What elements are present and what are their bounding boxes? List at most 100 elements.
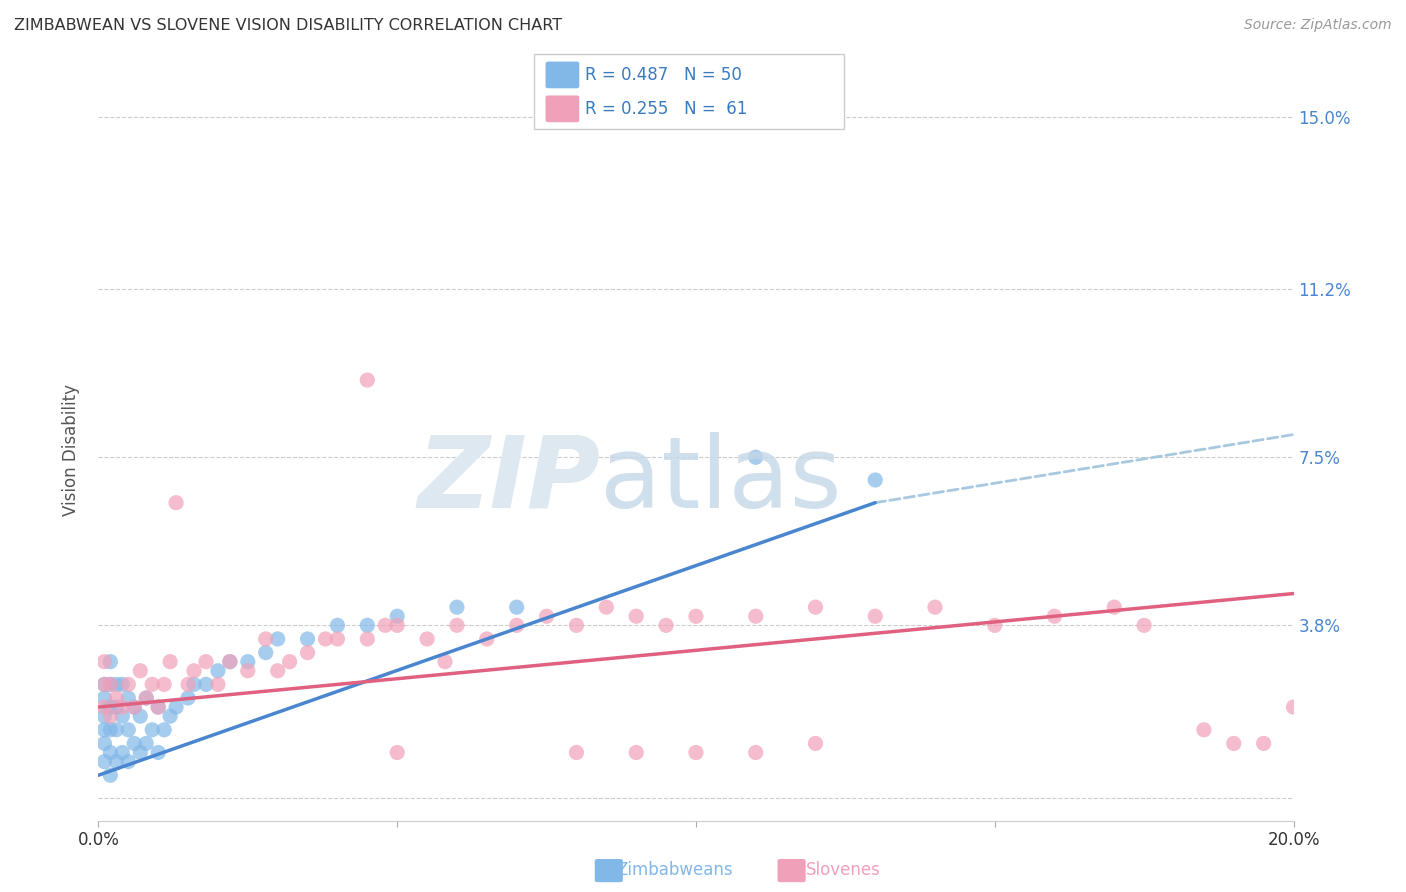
Point bbox=[446, 600, 468, 615]
Point bbox=[506, 600, 529, 615]
Text: Source: ZipAtlas.com: Source: ZipAtlas.com bbox=[1244, 18, 1392, 32]
Point bbox=[195, 677, 218, 691]
Point bbox=[93, 700, 115, 714]
Point bbox=[111, 700, 134, 714]
Point bbox=[111, 709, 134, 723]
Point bbox=[356, 618, 378, 632]
Point bbox=[865, 609, 887, 624]
Text: Slovenes: Slovenes bbox=[806, 861, 882, 879]
Point bbox=[326, 618, 349, 632]
Point bbox=[236, 655, 259, 669]
Point bbox=[98, 677, 122, 691]
Point bbox=[254, 646, 277, 660]
Point bbox=[148, 746, 170, 760]
Point bbox=[565, 618, 588, 632]
Point bbox=[865, 473, 887, 487]
Point bbox=[93, 677, 115, 691]
Point bbox=[98, 723, 122, 737]
Point bbox=[93, 677, 115, 691]
Point bbox=[129, 746, 152, 760]
Point bbox=[1253, 736, 1275, 750]
Point bbox=[135, 691, 157, 706]
Text: R = 0.255   N =  61: R = 0.255 N = 61 bbox=[585, 100, 747, 118]
Point bbox=[267, 664, 290, 678]
Point bbox=[177, 691, 200, 706]
Point bbox=[745, 450, 768, 465]
Point bbox=[129, 709, 152, 723]
Point bbox=[93, 691, 115, 706]
Point bbox=[93, 709, 115, 723]
Point bbox=[804, 736, 827, 750]
Point bbox=[124, 736, 146, 750]
Point bbox=[297, 646, 319, 660]
Point bbox=[804, 600, 827, 615]
Text: ZIP: ZIP bbox=[418, 432, 600, 529]
Point bbox=[153, 723, 176, 737]
Point bbox=[98, 700, 122, 714]
Point bbox=[1223, 736, 1246, 750]
Point bbox=[124, 700, 146, 714]
Point bbox=[105, 700, 128, 714]
Point bbox=[135, 691, 157, 706]
Point bbox=[565, 746, 588, 760]
Point bbox=[1282, 700, 1305, 714]
Point bbox=[685, 746, 707, 760]
Point bbox=[315, 632, 337, 646]
Point bbox=[219, 655, 242, 669]
Point bbox=[475, 632, 498, 646]
Point bbox=[685, 609, 707, 624]
Point bbox=[124, 700, 146, 714]
Point bbox=[111, 746, 134, 760]
Point bbox=[374, 618, 396, 632]
Text: Zimbabweans: Zimbabweans bbox=[617, 861, 733, 879]
Point bbox=[626, 609, 648, 624]
Point bbox=[1133, 618, 1156, 632]
Point bbox=[506, 618, 529, 632]
Point bbox=[105, 691, 128, 706]
Point bbox=[446, 618, 468, 632]
Point bbox=[98, 655, 122, 669]
Point bbox=[385, 618, 409, 632]
Point bbox=[536, 609, 558, 624]
Point bbox=[356, 373, 378, 387]
Point bbox=[385, 746, 409, 760]
Point bbox=[159, 709, 181, 723]
Point bbox=[267, 632, 290, 646]
Point bbox=[135, 736, 157, 750]
Point bbox=[745, 609, 768, 624]
Point bbox=[93, 655, 115, 669]
Point bbox=[153, 677, 176, 691]
Point bbox=[117, 723, 139, 737]
Point bbox=[356, 632, 378, 646]
Point bbox=[183, 677, 205, 691]
Point bbox=[148, 700, 170, 714]
Point bbox=[141, 677, 163, 691]
Point bbox=[129, 664, 152, 678]
Y-axis label: Vision Disability: Vision Disability bbox=[62, 384, 80, 516]
Point bbox=[105, 723, 128, 737]
Point bbox=[326, 632, 349, 646]
Text: ZIMBABWEAN VS SLOVENE VISION DISABILITY CORRELATION CHART: ZIMBABWEAN VS SLOVENE VISION DISABILITY … bbox=[14, 18, 562, 33]
Point bbox=[984, 618, 1007, 632]
Point bbox=[177, 677, 200, 691]
Point bbox=[195, 655, 218, 669]
Point bbox=[141, 723, 163, 737]
Point bbox=[159, 655, 181, 669]
Point bbox=[98, 768, 122, 782]
Point bbox=[236, 664, 259, 678]
Point bbox=[117, 677, 139, 691]
Point bbox=[207, 677, 229, 691]
Text: R = 0.487   N = 50: R = 0.487 N = 50 bbox=[585, 66, 742, 84]
Point bbox=[745, 746, 768, 760]
Point bbox=[434, 655, 457, 669]
Point bbox=[385, 609, 409, 624]
Point bbox=[1192, 723, 1215, 737]
Point bbox=[655, 618, 678, 632]
Point bbox=[219, 655, 242, 669]
Point bbox=[105, 677, 128, 691]
Point bbox=[254, 632, 277, 646]
Point bbox=[105, 755, 128, 769]
Point bbox=[98, 746, 122, 760]
Point bbox=[98, 709, 122, 723]
Point bbox=[1043, 609, 1066, 624]
